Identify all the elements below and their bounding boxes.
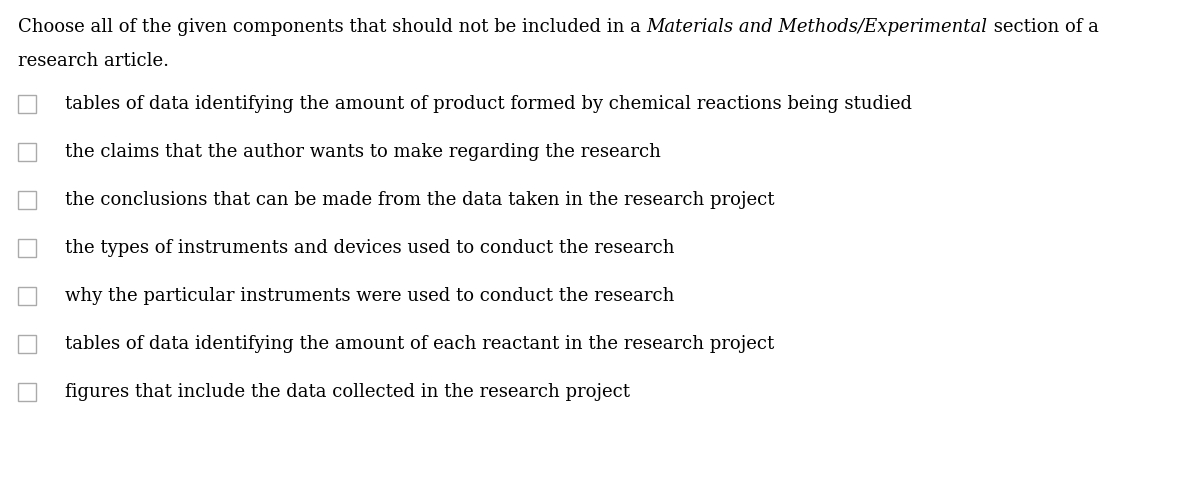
Bar xyxy=(18,143,36,161)
Bar xyxy=(18,95,36,113)
Text: Choose all of the given components that should not be included in a: Choose all of the given components that … xyxy=(18,18,646,36)
Text: research article.: research article. xyxy=(18,52,169,70)
Text: the conclusions that can be made from the data taken in the research project: the conclusions that can be made from th… xyxy=(66,191,775,209)
Bar xyxy=(18,335,36,353)
Text: section of a: section of a xyxy=(988,18,1099,36)
Bar xyxy=(18,239,36,257)
Text: the types of instruments and devices used to conduct the research: the types of instruments and devices use… xyxy=(66,239,675,257)
Bar xyxy=(18,287,36,305)
Bar xyxy=(18,191,36,209)
Text: tables of data identifying the amount of product formed by chemical reactions be: tables of data identifying the amount of… xyxy=(66,95,912,113)
Bar xyxy=(18,383,36,401)
Text: figures that include the data collected in the research project: figures that include the data collected … xyxy=(66,383,631,401)
Text: why the particular instruments were used to conduct the research: why the particular instruments were used… xyxy=(66,287,675,305)
Text: Materials and Methods/Experimental: Materials and Methods/Experimental xyxy=(646,18,988,36)
Text: tables of data identifying the amount of each reactant in the research project: tables of data identifying the amount of… xyxy=(66,335,775,353)
Text: the claims that the author wants to make regarding the research: the claims that the author wants to make… xyxy=(66,143,660,161)
